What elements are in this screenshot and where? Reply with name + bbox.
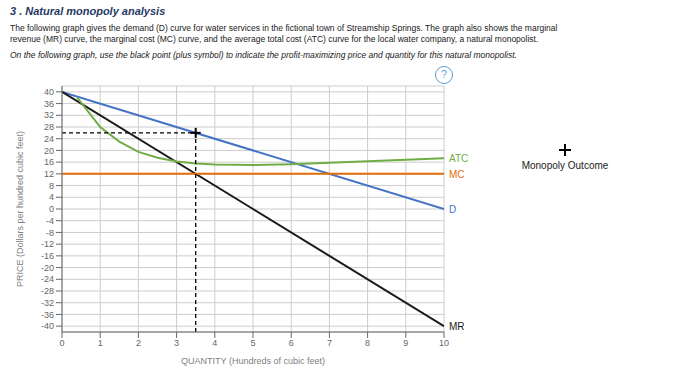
svg-text:QUANTITY (Hundreds of cubic fe: QUANTITY (Hundreds of cubic feet)	[181, 356, 325, 366]
svg-text:-12: -12	[41, 239, 54, 249]
svg-text:-32: -32	[41, 298, 54, 308]
svg-text:36: 36	[44, 99, 54, 109]
svg-text:4: 4	[212, 338, 217, 348]
svg-text:-16: -16	[41, 251, 54, 261]
svg-text:24: 24	[44, 134, 54, 144]
svg-text:4: 4	[49, 192, 54, 202]
svg-text:-40: -40	[41, 321, 54, 331]
html-text:The following graph gives the: The following graph gives the demand (D)…	[10, 23, 558, 33]
svg-text:-24: -24	[41, 274, 54, 284]
svg-text:7: 7	[327, 338, 332, 348]
svg-text:8: 8	[365, 338, 370, 348]
svg-text:2: 2	[136, 338, 141, 348]
svg-text:32: 32	[44, 110, 54, 120]
svg-text:0: 0	[49, 204, 54, 214]
svg-text:-4: -4	[46, 216, 54, 226]
svg-text:-8: -8	[46, 228, 54, 238]
svg-text:20: 20	[44, 146, 54, 156]
svg-text:MR: MR	[449, 321, 465, 332]
svg-text:6: 6	[289, 338, 294, 348]
svg-text:1: 1	[98, 338, 103, 348]
svg-text:9: 9	[403, 338, 408, 348]
svg-text:-36: -36	[41, 310, 54, 320]
svg-text:10: 10	[439, 338, 449, 348]
html-text:revenue (MR) curve, the margin: revenue (MR) curve, the marginal cost (M…	[10, 34, 539, 44]
svg-text:D: D	[449, 204, 456, 215]
svg-text:40: 40	[44, 87, 54, 97]
svg-text:-20: -20	[41, 263, 54, 273]
svg-text:8: 8	[49, 181, 54, 191]
svg-text:3: 3	[174, 338, 179, 348]
svg-text:28: 28	[44, 122, 54, 132]
svg-text:12: 12	[44, 169, 54, 179]
svg-text:0: 0	[59, 338, 64, 348]
svg-text:PRICE (Dollars per hundred cub: PRICE (Dollars per hundred cubic feet)	[15, 131, 25, 287]
svg-text:ATC: ATC	[449, 153, 468, 164]
svg-text:-28: -28	[41, 286, 54, 296]
html-text:On the following graph, use th: On the following graph, use the black po…	[10, 50, 517, 60]
svg-text:MC: MC	[449, 169, 465, 180]
svg-text:5: 5	[250, 338, 255, 348]
html-text:3 . Natural monopoly analysis: 3 . Natural monopoly analysis	[10, 5, 166, 17]
svg-text:16: 16	[44, 157, 54, 167]
html-text:Monopoly Outcome: Monopoly Outcome	[521, 160, 609, 171]
